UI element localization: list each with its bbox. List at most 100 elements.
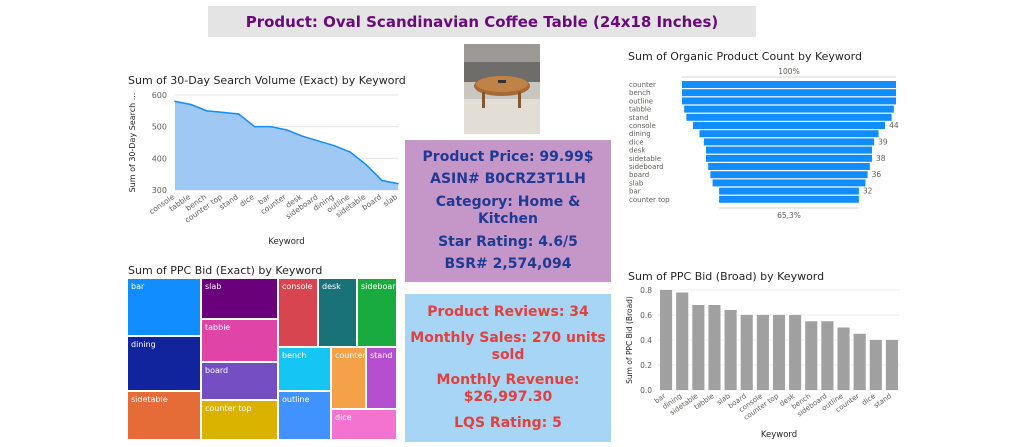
funnel-category-label: counter top <box>629 196 670 204</box>
funnel-category-label: bench <box>629 89 650 97</box>
data-point <box>381 179 383 182</box>
funnel-bar <box>706 154 872 162</box>
treemap-cell-label: board <box>205 366 229 375</box>
bar <box>837 327 850 390</box>
treemap-cell-label: sidetable <box>131 395 168 404</box>
funnel-category-label: board <box>629 171 649 179</box>
treemap-cell-label: bar <box>131 282 145 291</box>
funnel-category-label: dining <box>629 130 651 138</box>
bar <box>805 321 818 390</box>
funnel-bar <box>708 163 870 170</box>
funnel-data-label: 36 <box>872 170 882 179</box>
funnel-category-label: sidetable <box>629 155 661 163</box>
funnel-category-label: slab <box>629 179 644 187</box>
funnel-bar <box>719 187 859 195</box>
data-point <box>349 151 352 153</box>
dashboard-title: Product: Oval Scandinavian Coffee Table … <box>208 6 756 37</box>
data-point <box>237 113 240 115</box>
data-point <box>397 182 399 185</box>
product-category: Category: Home & Kitchen <box>435 193 581 227</box>
funnel-category-label: tabble <box>629 106 651 114</box>
bar <box>676 292 689 390</box>
treemap-cell-label: outline <box>282 395 310 404</box>
funnel-category-label: outline <box>629 97 653 105</box>
y-tick-label: 0.2 <box>640 361 652 370</box>
y-tick-label: 0.4 <box>640 336 652 345</box>
organic-count-title: Sum of Organic Product Count by Keyword <box>628 50 862 63</box>
funnel-top-label: 100% <box>778 67 799 76</box>
treemap-cell-label: sideboard <box>361 282 397 291</box>
bar <box>789 315 802 390</box>
data-point <box>333 144 336 147</box>
data-point <box>317 140 320 142</box>
bar <box>740 315 753 390</box>
treemap-cell-label: tabble <box>205 323 231 332</box>
data-point <box>206 110 208 112</box>
treemap-cell: console <box>278 278 318 347</box>
funnel-bottom-label: 65,3% <box>777 211 801 220</box>
x-tick-label: slab <box>381 192 399 208</box>
bar <box>772 315 786 390</box>
ppc-exact-treemap: bar dining sidetable slab tabble board counter… <box>127 278 397 440</box>
product-info-card: Product Price: 99.99$ ASIN# B0CRZ3T1LH C… <box>405 140 611 282</box>
data-point <box>190 103 192 106</box>
data-point <box>269 125 272 128</box>
y-tick-label: 600 <box>152 91 167 100</box>
treemap-cell: counter top <box>201 400 278 440</box>
bar <box>708 305 721 390</box>
funnel-bar <box>719 195 859 203</box>
treemap-cell-label: console <box>282 282 313 291</box>
funnel-category-label: bar <box>629 188 641 196</box>
funnel-bar <box>703 138 875 146</box>
funnel-bar <box>699 130 879 138</box>
bar <box>724 310 737 390</box>
product-rating: Star Rating: 4.6/5 <box>438 233 578 250</box>
monthly-sales: Monthly Sales: 270 units sold <box>410 329 606 363</box>
funnel-category-label: desk <box>629 147 646 155</box>
monthly-revenue: Monthly Revenue: $26,997.30 <box>436 372 580 406</box>
data-point <box>301 135 304 137</box>
treemap-cell: slab <box>201 278 278 319</box>
treemap-cell-label: counter top <box>205 404 252 413</box>
area-fill <box>175 101 398 190</box>
x-axis-label: Keyword <box>761 430 797 440</box>
funnel-category-label: counter <box>629 81 656 89</box>
treemap-cell: sideboard <box>357 278 397 347</box>
funnel-bar <box>692 122 886 129</box>
treemap-cell: bench <box>278 347 331 391</box>
y-tick-label: 0.8 <box>640 286 652 295</box>
treemap-cell: board <box>201 362 278 400</box>
funnel-bar <box>682 81 896 88</box>
funnel-bar <box>682 97 896 105</box>
treemap-cell: sidetable <box>127 391 201 440</box>
product-reviews: Product Reviews: 34 <box>427 304 589 321</box>
y-axis-label: Sum of 30-Day Search ... <box>128 93 137 193</box>
bar <box>853 333 866 390</box>
funnel-category-label: sideboard <box>629 163 664 171</box>
x-tick-label: stand <box>872 392 893 410</box>
funnel-category-label: console <box>629 122 656 130</box>
treemap-cell-label: desk <box>322 282 341 291</box>
bar <box>821 321 834 390</box>
funnel-bar <box>682 89 896 97</box>
funnel-data-label: 38 <box>876 154 886 163</box>
data-point <box>174 100 176 103</box>
organic-count-funnel: 100% counterbenchoutlinetabblestandconsol… <box>629 67 899 220</box>
treemap-cell: tabble <box>201 319 278 362</box>
data-point <box>365 163 367 166</box>
funnel-data-label: 44 <box>889 121 899 130</box>
sales-info-card: Product Reviews: 34 Monthly Sales: 270 u… <box>405 294 611 442</box>
treemap-cell: desk <box>318 278 357 347</box>
x-tick-label: dice <box>238 192 256 209</box>
treemap-cell: stand <box>366 347 397 409</box>
funnel-data-label: 32 <box>863 187 873 196</box>
funnel-category-label: stand <box>629 114 649 122</box>
ppc-exact-title: Sum of PPC Bid (Exact) by Keyword <box>128 264 323 277</box>
lqs-rating: LQS Rating: 5 <box>454 414 562 431</box>
search-volume-title: Sum of 30-Day Search Volume (Exact) by K… <box>128 74 406 87</box>
treemap-cell: outline <box>278 391 331 440</box>
treemap-cell-label: dice <box>335 413 352 422</box>
funnel-bar <box>710 171 868 179</box>
bar <box>885 340 898 390</box>
